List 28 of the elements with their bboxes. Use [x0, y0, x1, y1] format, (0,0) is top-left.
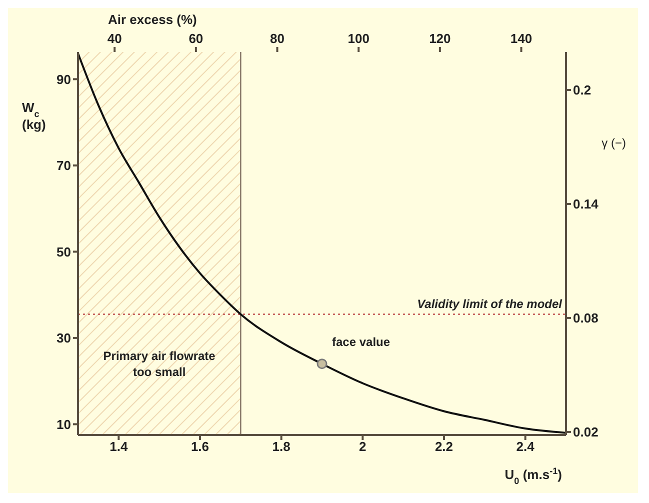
y2-tick-label: 0.2	[573, 82, 592, 98]
x-tick-label: 2	[359, 439, 366, 454]
x2-tick-label: 100	[348, 31, 370, 46]
ref-line-label: Validity limit of the model	[417, 297, 563, 312]
y-axis-title: W$_{c}$ (kg)	[22, 100, 46, 132]
y-tick-label: 90	[56, 72, 71, 87]
x2-axis-title: Air excess (%)	[108, 12, 197, 27]
x-axis-title: U$_{0}$ (m.s$^{-1}$)	[504, 466, 562, 486]
x2-tick-label: 140	[510, 31, 532, 46]
band-label: Primary air flowrate too small	[103, 349, 216, 379]
x-tick-label: 1.4	[110, 439, 128, 454]
x2-tick-label: 40	[107, 31, 122, 46]
y-tick-label: 10	[56, 416, 71, 432]
x2-tick-label: 60	[188, 31, 204, 46]
y2-tick-label: 0.14	[573, 196, 600, 212]
y-tick-label: 30	[56, 330, 71, 346]
x-tick-label: 2.4	[516, 439, 536, 454]
x2-tick-label: 80	[270, 31, 284, 46]
y2-axis-title: γ (−)	[602, 136, 626, 150]
y2-tick-label: 0.02	[573, 424, 598, 440]
annotation: face value	[332, 334, 390, 349]
y2-tick-label: 0.08	[573, 310, 598, 326]
x-tick-label: 2.2	[434, 439, 454, 454]
y-tick-label: 70	[56, 158, 71, 174]
x-tick-label: 1.6	[190, 439, 210, 454]
x-tick-label: 1.8	[272, 439, 290, 454]
y-tick-label: 50	[56, 244, 71, 260]
x2-tick-label: 120	[429, 31, 451, 46]
